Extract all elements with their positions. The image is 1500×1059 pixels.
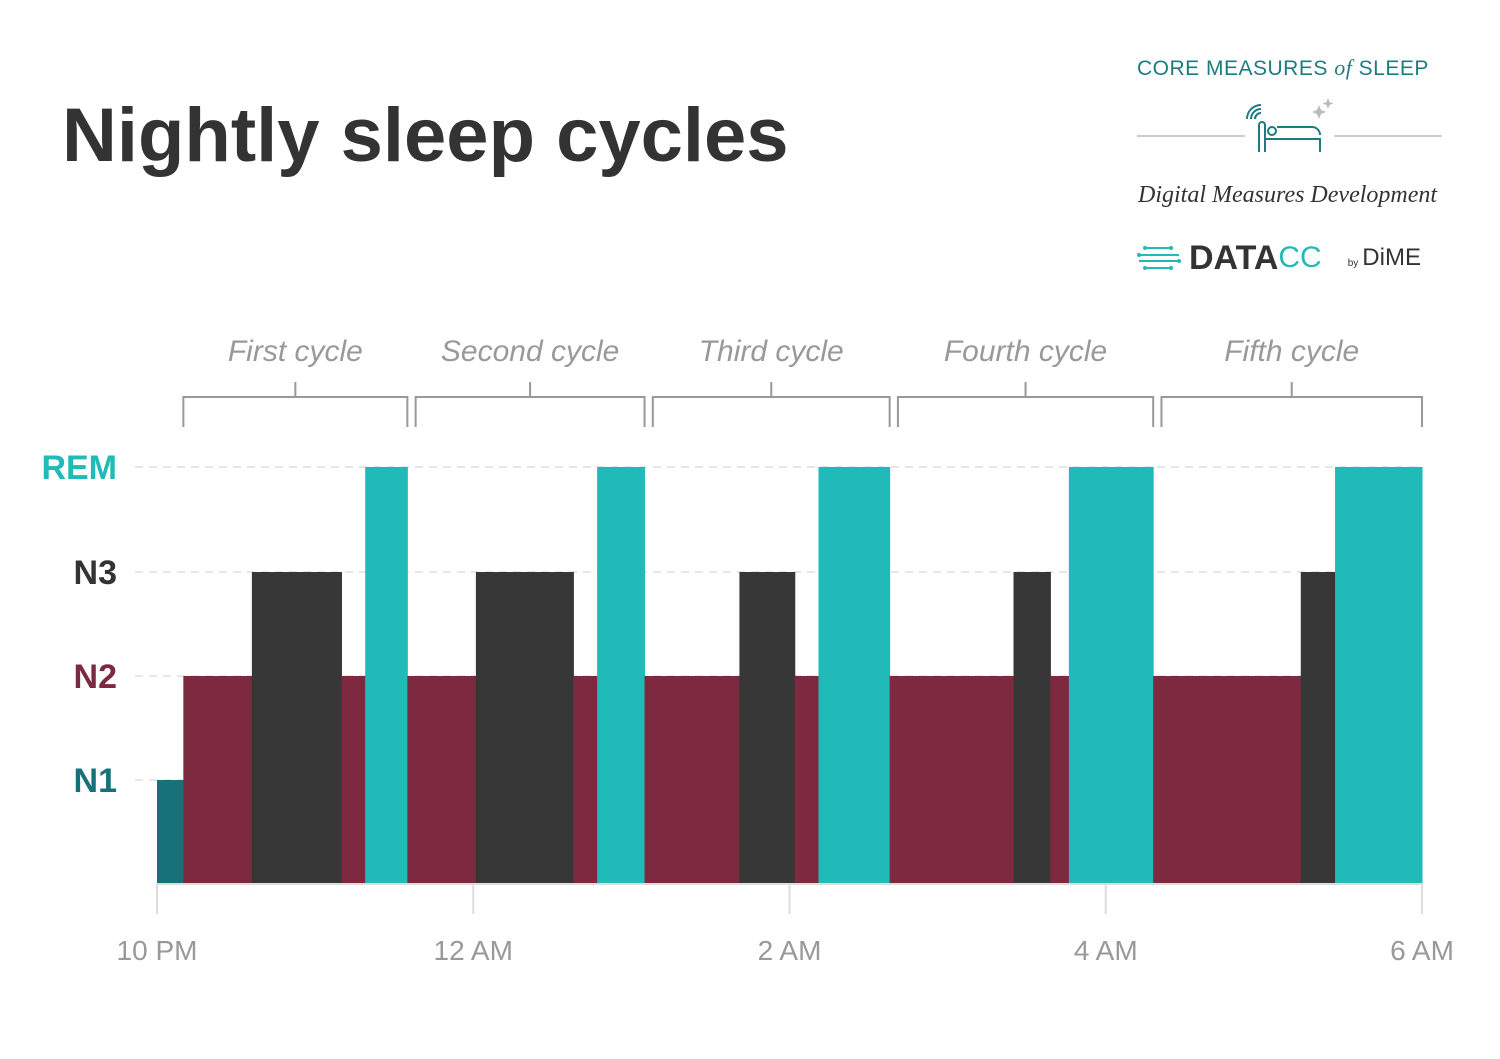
cycle-label: Second cycle (441, 335, 619, 368)
core-measures-of-sleep-logo: CORE MEASURES of SLEEP (1137, 55, 1429, 82)
cycle-bracket (651, 382, 891, 427)
brand-line-b: SLEEP (1358, 57, 1429, 80)
x-tick-label: 6 AM (1390, 935, 1454, 966)
stage-bar-n3 (1013, 572, 1051, 883)
y-label-n3: N3 (74, 554, 117, 592)
stage-bar-rem (1335, 467, 1423, 883)
dime-logo-text: DiME (1362, 244, 1421, 271)
datacc-data-text: DATA (1189, 239, 1279, 277)
datacc-circuit-icon (1137, 246, 1181, 270)
stage-bar-n2 (1050, 676, 1070, 883)
stage-bar-n2 (644, 676, 740, 883)
stage-bar-n3 (475, 572, 574, 883)
stage-bar-n1 (157, 780, 184, 883)
stage-bar-n3 (251, 572, 342, 883)
cycle-label: First cycle (228, 335, 363, 368)
cycle-bracket (414, 382, 646, 427)
x-tick-label: 10 PM (117, 935, 198, 966)
stage-bar-n3 (1300, 572, 1336, 883)
stage-bar-n2 (183, 676, 253, 883)
brand-line-a: CORE MEASURES (1137, 57, 1335, 80)
by-text: by (1347, 258, 1359, 269)
stage-bar-n2 (794, 676, 819, 883)
datacc-logo: DATA CC by DiME (1137, 238, 1421, 278)
x-tick-label: 12 AM (434, 935, 513, 966)
cycle-bracket (182, 382, 409, 427)
stage-bar-rem (597, 467, 646, 883)
cycle-label: Third cycle (699, 335, 844, 368)
chart-title: Nightly sleep cycles (62, 93, 789, 178)
stage-bar-n2 (889, 676, 1015, 883)
y-label-n2: N2 (74, 658, 117, 696)
stage-bar-n2 (407, 676, 477, 883)
cycle-label: Fifth cycle (1224, 335, 1359, 368)
stage-bar-rem (818, 467, 891, 883)
x-tick-label: 4 AM (1074, 935, 1138, 966)
stage-bar-n3 (739, 572, 796, 883)
x-tick-label: 2 AM (758, 935, 822, 966)
stage-bar-n2 (1153, 676, 1302, 883)
cycle-label: Fourth cycle (944, 335, 1107, 368)
cycle-bracket (896, 382, 1155, 427)
stage-bar-n2 (573, 676, 598, 883)
datacc-cc-text: CC (1278, 241, 1322, 274)
y-label-rem: REM (41, 449, 117, 487)
stage-bar-rem (1068, 467, 1154, 883)
sleeping-bed-icon (1137, 98, 1442, 152)
cycle-bracket (1160, 382, 1423, 427)
digital-measures-development-text: Digital Measures Development (1138, 182, 1438, 208)
stage-bar-rem (365, 467, 408, 883)
brand-line-of: of (1334, 55, 1353, 80)
y-label-n1: N1 (74, 762, 117, 800)
brand-block: CORE MEASURES of SLEEP Digital Measures … (1137, 55, 1467, 285)
stage-bar-n2 (341, 676, 366, 883)
